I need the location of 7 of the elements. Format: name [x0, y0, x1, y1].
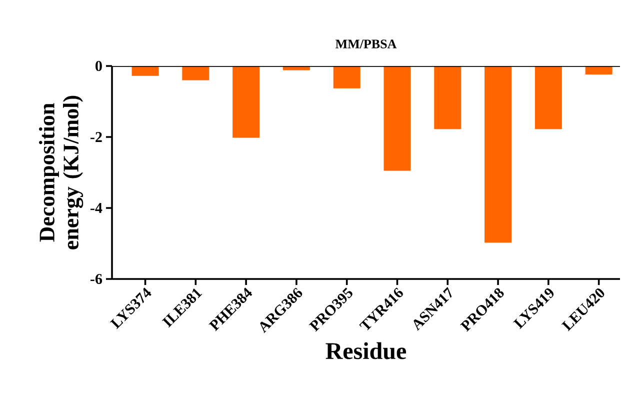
y-tick-label: -4 — [90, 203, 102, 213]
x-axis-title: Residue — [326, 342, 406, 360]
y-axis-title: Decomposition energy (KJ/mol) — [38, 96, 84, 250]
y-tick-label: -2 — [90, 132, 102, 142]
y-tick-label: -6 — [90, 274, 102, 284]
chart-title: MM/PBSA — [336, 40, 397, 48]
y-tick-label: 0 — [96, 60, 102, 72]
